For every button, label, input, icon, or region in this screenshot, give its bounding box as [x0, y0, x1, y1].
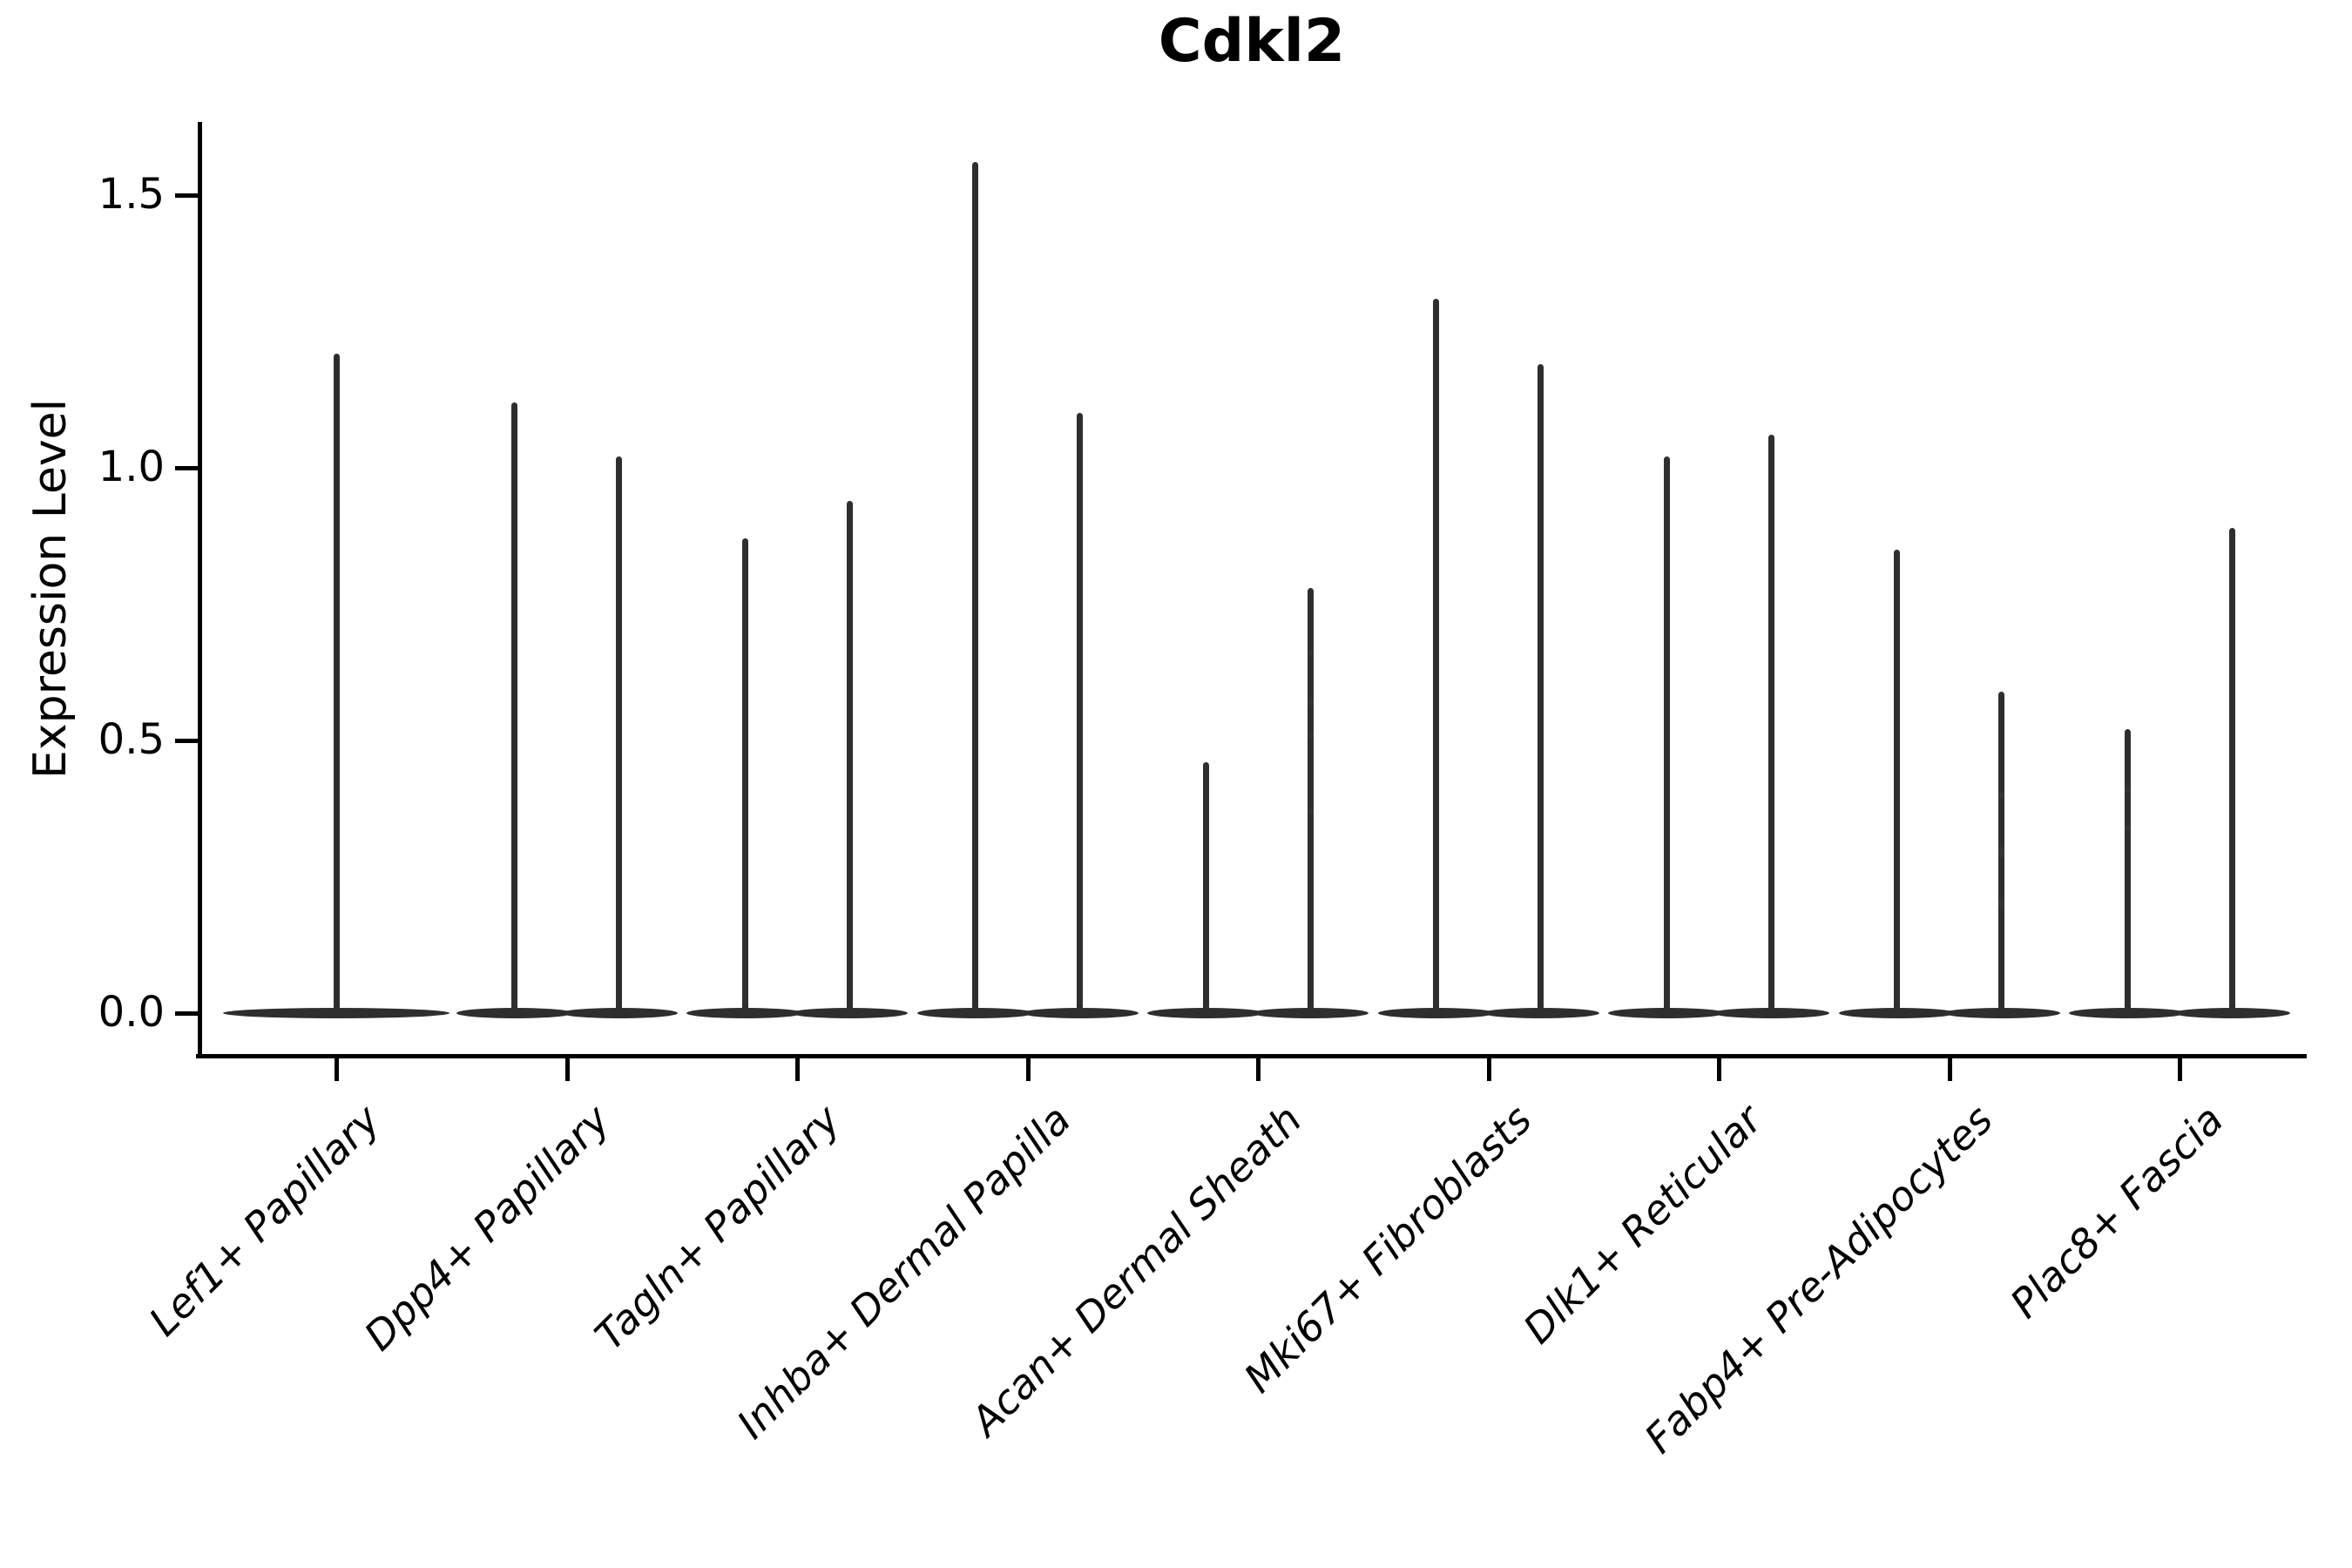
jitter-point — [1998, 901, 2004, 908]
x-tick — [795, 1058, 800, 1081]
jitter-point — [1307, 808, 1314, 814]
violin-spike — [1077, 413, 1083, 1017]
x-tick-label: Tagln+ Papillary — [585, 1096, 850, 1360]
x-tick-label: Plac8+ Fascia — [2000, 1096, 2233, 1328]
x-tick — [1947, 1058, 1952, 1081]
chart-title: Cdkl2 — [1158, 7, 1346, 76]
y-tick-label: 1.5 — [98, 170, 165, 219]
x-tick-label: Dlk1+ Reticular — [1514, 1096, 1772, 1353]
jitter-point — [1307, 650, 1314, 657]
jitter-point — [1998, 792, 2004, 799]
violin-spike — [616, 456, 622, 1017]
violin-spike — [741, 538, 748, 1017]
violin-spike — [1307, 587, 1314, 1017]
y-tick — [175, 193, 198, 198]
violin-spike — [1202, 762, 1209, 1017]
jitter-point — [1307, 732, 1314, 739]
x-tick — [1717, 1058, 1721, 1081]
violin-spike — [972, 162, 978, 1017]
x-tick — [1486, 1058, 1491, 1081]
jitter-point — [2124, 824, 2131, 831]
violin-spike — [1894, 549, 1900, 1017]
y-tick-label: 1.0 — [98, 443, 165, 491]
x-tick — [335, 1058, 339, 1081]
y-tick — [175, 466, 198, 470]
jitter-point — [1998, 851, 2004, 858]
violin-spike — [1767, 435, 1774, 1017]
violin-spike — [2124, 729, 2131, 1017]
violin-spike — [1538, 364, 1544, 1017]
y-tick-label: 0.0 — [98, 988, 165, 1037]
violin-spike — [1433, 298, 1439, 1017]
y-axis-spine — [198, 122, 202, 1058]
y-tick — [175, 739, 198, 743]
violin-spike — [2228, 527, 2235, 1017]
violin-spike — [1663, 456, 1670, 1017]
violin-spike — [846, 500, 853, 1017]
x-tick — [1256, 1058, 1260, 1081]
violin-spike — [333, 353, 340, 1017]
violin-spike — [511, 402, 517, 1017]
x-tick-label: Lef1+ Papillary — [139, 1096, 389, 1345]
x-tick — [2178, 1058, 2182, 1081]
x-tick-label: Dpp4+ Papillary — [355, 1096, 619, 1360]
x-axis-spine — [196, 1054, 2307, 1058]
jitter-point — [1307, 699, 1314, 706]
y-tick — [175, 1011, 198, 1016]
x-tick — [1025, 1058, 1031, 1081]
y-axis-label: Expression Level — [24, 398, 77, 780]
jitter-point — [2124, 786, 2131, 793]
y-tick-label: 0.5 — [98, 715, 165, 764]
jitter-point — [1998, 846, 2004, 853]
x-tick — [564, 1058, 570, 1081]
